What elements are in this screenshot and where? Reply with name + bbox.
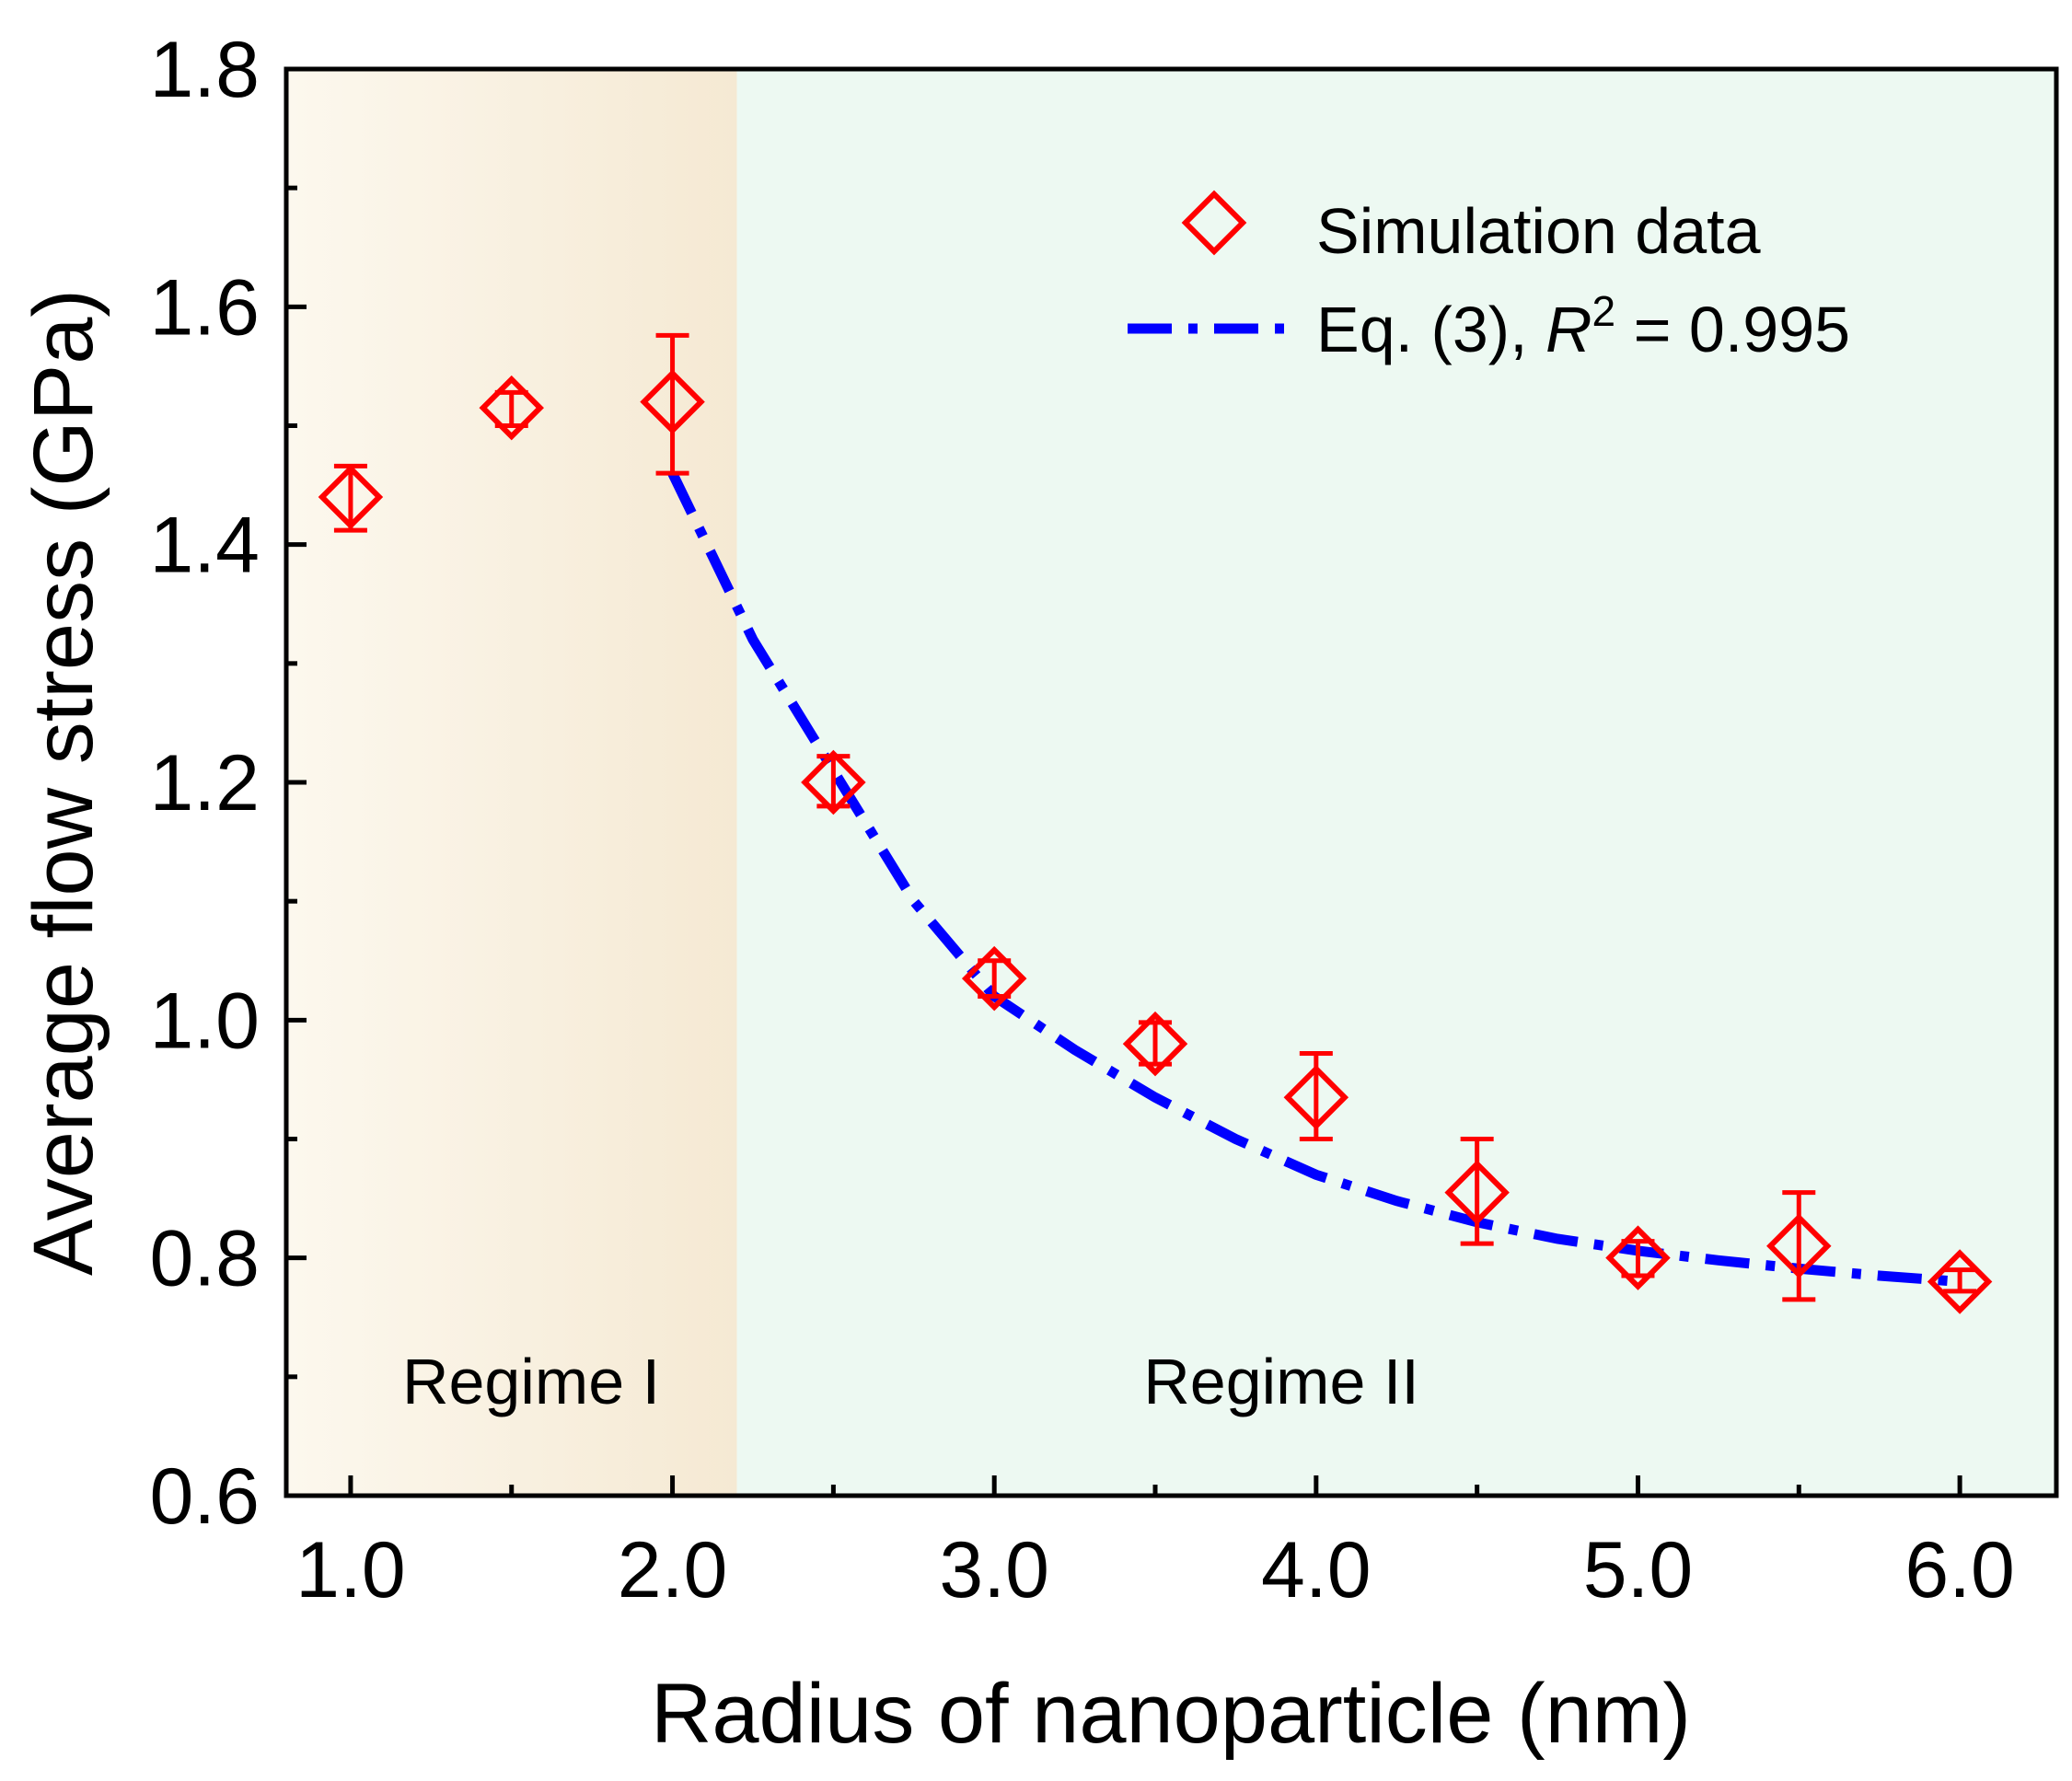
- regime-2-background: [736, 69, 2056, 1496]
- y-tick-label: 1.4: [149, 502, 260, 590]
- data-marker-diamond: [640, 369, 705, 434]
- y-tick-label: 1.0: [149, 977, 260, 1065]
- data-marker-diamond: [479, 375, 544, 441]
- data-marker-diamond: [961, 945, 1027, 1012]
- y-tick-label: 1.2: [149, 739, 260, 827]
- data-marker-diamond: [1927, 1249, 1993, 1314]
- regime-1-label: Regime I: [402, 1346, 660, 1417]
- data-point: [318, 463, 384, 533]
- x-tick-label: 5.0: [1583, 1526, 1694, 1614]
- x-tick-label: 3.0: [939, 1526, 1049, 1614]
- x-tick-label: 6.0: [1904, 1526, 2015, 1614]
- legend-fit-label-sup: 2: [1592, 287, 1616, 335]
- y-axis-title: Average flow stress (GPa): [17, 289, 110, 1276]
- legend: Simulation data Eq. (3), R2 = 0.995: [1128, 190, 1850, 365]
- data-point: [1444, 1137, 1510, 1246]
- regime-backgrounds: [286, 69, 2056, 1496]
- legend-marker-diamond: [1181, 190, 1247, 256]
- legend-fit-label-suffix: = 0.995: [1615, 294, 1850, 365]
- fit-curve: [667, 470, 1961, 1287]
- data-marker-diamond: [1122, 1011, 1188, 1077]
- y-tick-label: 0.8: [149, 1215, 260, 1303]
- data-markers-group: [318, 332, 1993, 1314]
- y-tick-label: 0.6: [149, 1452, 260, 1541]
- y-tick-label: 1.6: [149, 263, 260, 352]
- x-axis-title: Radius of nanoparticle (nm): [651, 1667, 1691, 1761]
- data-point: [1927, 1249, 1993, 1314]
- regime-2-label: Regime II: [1143, 1346, 1419, 1417]
- x-tick-label: 2.0: [618, 1526, 728, 1614]
- legend-simulation-label: Simulation data: [1316, 195, 1761, 267]
- data-marker-diamond: [1766, 1213, 1832, 1278]
- data-point: [801, 749, 866, 815]
- data-marker-diamond: [1444, 1160, 1510, 1225]
- legend-fit-label-var: R: [1545, 294, 1592, 365]
- data-point: [961, 945, 1027, 1012]
- regime-1-background: [286, 69, 737, 1496]
- y-tick-label: 1.8: [149, 26, 260, 114]
- y-axis-ticks: 0.6 0.8 1.0 1.2 1.4 1.6 1.8: [149, 26, 307, 1541]
- data-point: [479, 375, 544, 441]
- x-axis-ticks: 1.0 2.0 3.0 4.0 5.0 6.0: [295, 1475, 2015, 1614]
- x-tick-label: 4.0: [1261, 1526, 1372, 1614]
- legend-fit-label-prefix: Eq. (3),: [1316, 294, 1545, 365]
- data-marker-diamond: [1283, 1065, 1349, 1130]
- data-point: [1122, 1011, 1188, 1077]
- data-point: [1605, 1225, 1671, 1290]
- fit-curve-group: [667, 470, 1961, 1287]
- data-point: [640, 332, 705, 476]
- data-marker-diamond: [801, 749, 866, 815]
- data-point: [1283, 1051, 1349, 1141]
- data-marker-diamond: [1605, 1225, 1671, 1290]
- x-tick-label: 1.0: [295, 1526, 406, 1614]
- legend-fit-label: Eq. (3), R2 = 0.995: [1316, 287, 1850, 365]
- data-marker-diamond: [318, 464, 384, 530]
- data-point: [1766, 1190, 1832, 1302]
